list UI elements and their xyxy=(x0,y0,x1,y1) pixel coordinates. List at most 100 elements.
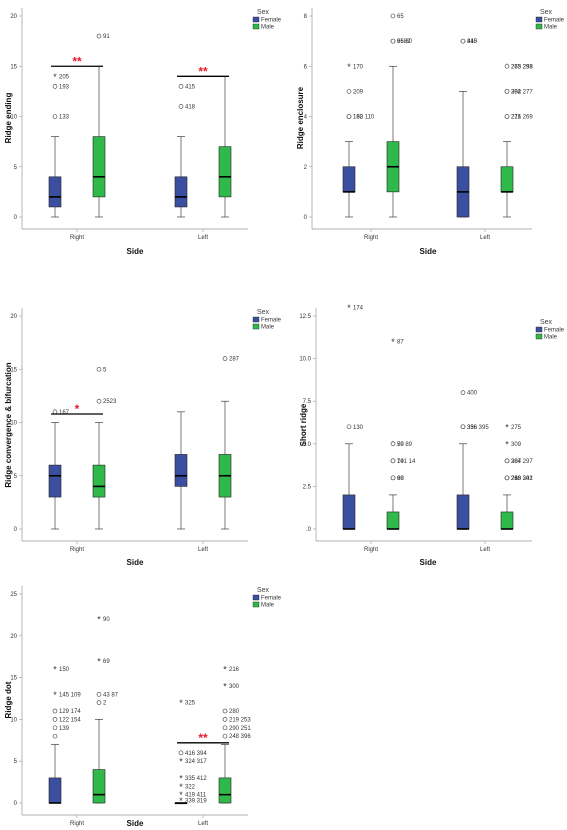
box-iqr xyxy=(48,777,62,804)
outlier-star: * xyxy=(53,72,57,82)
y-tick-label: 12.5 xyxy=(299,314,311,320)
x-axis-label: Side xyxy=(420,558,437,567)
significance-label: ** xyxy=(198,731,208,745)
box-left-male: 287 xyxy=(218,356,240,530)
y-tick-label: 7.5 xyxy=(303,399,312,405)
y-tick-label: 0 xyxy=(14,801,18,807)
box-iqr xyxy=(92,464,106,498)
outlier-label: 325 xyxy=(185,701,196,707)
outlier-star: * xyxy=(179,757,183,767)
y-tick-label: 2.5 xyxy=(303,484,312,490)
outlier-label: 160 110 xyxy=(353,115,375,121)
box-right-female: * 174 130 xyxy=(342,303,364,530)
outlier-label: 260 xyxy=(511,476,522,482)
y-tick-label: 4 xyxy=(304,115,308,121)
outlier-point xyxy=(390,475,396,481)
outlier-label: 219 253 xyxy=(229,717,251,723)
y-tick-label: 2 xyxy=(304,165,308,171)
outlier-star: * xyxy=(179,782,183,792)
outlier-point xyxy=(52,114,58,119)
x-axis-label: Side xyxy=(127,558,144,567)
outlier-point xyxy=(222,356,228,361)
x-axis-label: Side xyxy=(127,819,144,828)
outlier-star: * xyxy=(223,681,227,691)
box-iqr xyxy=(342,166,356,193)
y-tick-label: 6 xyxy=(304,64,308,70)
outlier-star: * xyxy=(179,796,183,806)
x-tick-label: Right xyxy=(364,547,378,553)
outlier-label: 415 xyxy=(185,84,196,90)
legend-title: Sex xyxy=(257,587,270,594)
outlier-star: * xyxy=(97,656,101,666)
y-tick-label: 10 xyxy=(10,717,17,723)
outlier-label: 59 89 xyxy=(397,442,413,448)
outlier-label: 2 xyxy=(103,701,107,707)
box-iqr xyxy=(48,464,62,498)
y-tick-label: .0 xyxy=(306,527,312,533)
legend-swatch-male xyxy=(252,23,260,30)
outlier-label: 70 xyxy=(397,442,404,448)
outlier-point xyxy=(178,750,184,756)
outlier-star: * xyxy=(179,698,183,708)
box-right-male: 91 xyxy=(92,33,110,218)
outlier-point xyxy=(504,114,510,119)
y-tick-label: 10 xyxy=(10,421,17,427)
outlier-point xyxy=(52,717,58,722)
outlier-point xyxy=(504,63,510,69)
box-iqr xyxy=(500,166,514,193)
outlier-point xyxy=(346,424,352,430)
outlier-label: 2523 xyxy=(103,399,117,405)
box-right-female: 167 xyxy=(48,409,70,530)
outlier-point xyxy=(460,390,466,395)
y-tick-label: 5.0 xyxy=(303,442,312,448)
outlier-label: 68 xyxy=(397,476,404,482)
x-tick-label: Left xyxy=(480,547,490,553)
box-iqr xyxy=(218,777,232,804)
outlier-label: 419 411 xyxy=(185,793,207,799)
x-tick-label: Right xyxy=(70,547,84,553)
outlier-label: 307 xyxy=(511,459,522,465)
significance-label: ** xyxy=(72,54,82,68)
legend-title: Sex xyxy=(257,309,270,316)
legend-swatch-male xyxy=(535,23,543,30)
y-tick-label: 15 xyxy=(10,64,17,70)
outlier-label: 209 xyxy=(353,89,364,95)
outlier-star: * xyxy=(347,62,351,72)
y-tick-label: 10 xyxy=(10,115,17,121)
outlier-point xyxy=(222,733,228,739)
outlier-point xyxy=(178,104,184,109)
box-right-male: 5 2523 xyxy=(92,366,117,530)
outlier-point xyxy=(390,38,396,44)
outlier-star: * xyxy=(179,773,183,783)
outlier-point xyxy=(178,84,184,89)
outlier-star: * xyxy=(223,665,227,675)
outlier-point xyxy=(96,700,102,705)
y-axis-label: Ridge dot xyxy=(4,681,13,718)
box-right-female: * 205 193 133 xyxy=(48,72,70,218)
y-tick-label: 0 xyxy=(304,215,308,221)
legend-swatch-female xyxy=(535,16,543,23)
outlier-star: * xyxy=(391,337,395,347)
outlier-label: 65 xyxy=(397,14,404,20)
box-iqr xyxy=(92,769,106,804)
outlier-label: 139 xyxy=(59,726,70,732)
legend-label-female: Female xyxy=(261,18,282,24)
legend-swatch-female xyxy=(252,316,260,323)
outlier-point xyxy=(460,424,466,430)
y-tick-label: 20 xyxy=(10,314,17,320)
outlier-star: * xyxy=(347,303,351,313)
outlier-label: 170 xyxy=(353,64,364,70)
y-tick-label: 8 xyxy=(304,14,308,20)
y-tick-label: 15 xyxy=(10,367,17,373)
outlier-label: 122 154 xyxy=(59,717,81,723)
outlier-label: 283 301 xyxy=(511,476,533,482)
legend-label-male: Male xyxy=(261,603,275,609)
x-axis-label: Side xyxy=(127,247,144,256)
outlier-point xyxy=(96,692,102,697)
